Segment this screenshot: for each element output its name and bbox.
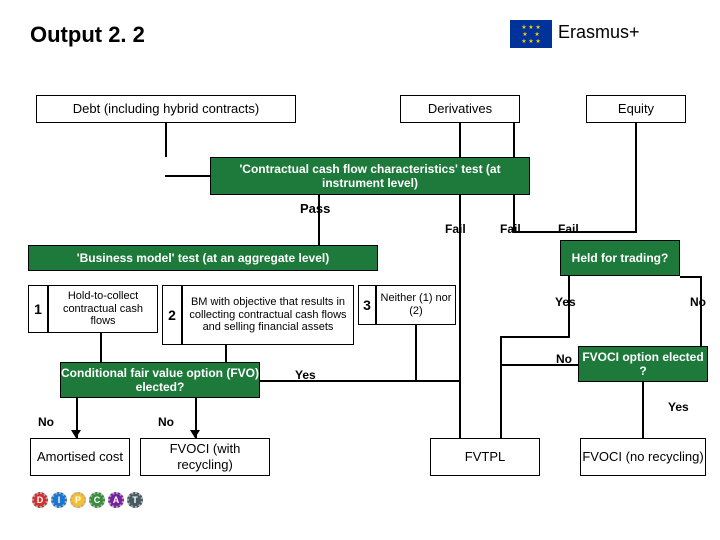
fvtpl-box: FVTPL: [430, 438, 540, 476]
page-title: Output 2. 2: [30, 22, 145, 48]
fvo-label: Conditional fair value option (FVO) elec…: [61, 366, 259, 395]
connector: [500, 364, 578, 366]
bm3-number: 3: [358, 285, 376, 325]
connector: [260, 380, 460, 382]
equity-box: Equity: [586, 95, 686, 123]
connector: [165, 175, 210, 177]
logo-circle-3: P: [70, 492, 86, 508]
bm3-box: Neither (1) nor (2): [376, 285, 456, 325]
held-for-trading-box: Held for trading?: [560, 240, 680, 276]
logo-circle-1: D: [32, 492, 48, 508]
connector: [415, 325, 417, 380]
fail-label-1: Fail: [445, 222, 466, 236]
amortised-cost-box: Amortised cost: [30, 438, 130, 476]
held-for-trading-label: Held for trading?: [572, 251, 669, 265]
fvoci-option-box: FVOCI option elected ?: [578, 346, 708, 382]
yes-label-hft: Yes: [555, 295, 576, 309]
contractual-test-label: 'Contractual cash flow characteristics' …: [217, 162, 523, 191]
contractual-test-box: 'Contractual cash flow characteristics' …: [210, 157, 530, 195]
eu-flag: ★ ★ ★★ ★★ ★ ★: [510, 20, 552, 48]
equity-label: Equity: [618, 101, 654, 117]
bm1-label: Hold-to-collect contractual cash flows: [51, 290, 155, 328]
arrow-icon: [71, 430, 81, 438]
fail-label-3: Fail: [558, 222, 579, 236]
yes-label-fvoci: Yes: [668, 400, 689, 414]
eu-stars-icon: ★ ★ ★★ ★★ ★ ★: [521, 24, 540, 45]
logo-circle-5: A: [108, 492, 124, 508]
connector: [100, 333, 102, 362]
connector: [225, 345, 227, 362]
erasmus-label: Erasmus+: [558, 22, 640, 43]
logo-circle-2: I: [51, 492, 67, 508]
debt-box: Debt (including hybrid contracts): [36, 95, 296, 123]
connector: [635, 123, 637, 231]
fvtpl-label: FVTPL: [465, 449, 505, 465]
fail-label-2: Fail: [500, 222, 521, 236]
fvoci-option-label: FVOCI option elected ?: [579, 350, 707, 379]
connector: [513, 231, 637, 233]
bm2-number: 2: [162, 285, 182, 345]
pass-label: Pass: [300, 201, 330, 216]
bm2-label: BM with objective that results in collec…: [185, 296, 351, 334]
logo-circle-4: C: [89, 492, 105, 508]
fvoci-recycling-box: FVOCI (with recycling): [140, 438, 270, 476]
no-label-hft: No: [690, 295, 706, 309]
connector: [500, 336, 502, 438]
connector: [568, 276, 570, 336]
connector: [700, 276, 702, 346]
bm1-box: Hold-to-collect contractual cash flows: [48, 285, 158, 333]
connector: [680, 276, 702, 278]
dipcat-logo: D I P C A T: [32, 492, 143, 508]
connector: [500, 336, 570, 338]
business-model-label: 'Business model' test (at an aggregate l…: [77, 251, 329, 265]
bm2-box: BM with objective that results in collec…: [182, 285, 354, 345]
bm3-label: Neither (1) nor (2): [379, 292, 453, 317]
arrow-icon: [190, 430, 200, 438]
fvo-box: Conditional fair value option (FVO) elec…: [60, 362, 260, 398]
amortised-cost-label: Amortised cost: [37, 449, 123, 465]
no-label-amort: No: [38, 415, 54, 429]
fvoci-no-recycling-box: FVOCI (no recycling): [580, 438, 706, 476]
debt-label: Debt (including hybrid contracts): [73, 101, 259, 117]
connector: [642, 382, 644, 438]
business-model-title: 'Business model' test (at an aggregate l…: [28, 245, 378, 271]
connector: [165, 123, 167, 157]
fvoci-no-recycling-label: FVOCI (no recycling): [582, 449, 703, 465]
bm1-number: 1: [28, 285, 48, 333]
connector: [318, 195, 320, 245]
derivatives-box: Derivatives: [400, 95, 520, 123]
logo-circle-6: T: [127, 492, 143, 508]
derivatives-label: Derivatives: [428, 101, 492, 117]
no-label-fvoci-r: No: [158, 415, 174, 429]
fvoci-recycling-label: FVOCI (with recycling): [141, 441, 269, 472]
